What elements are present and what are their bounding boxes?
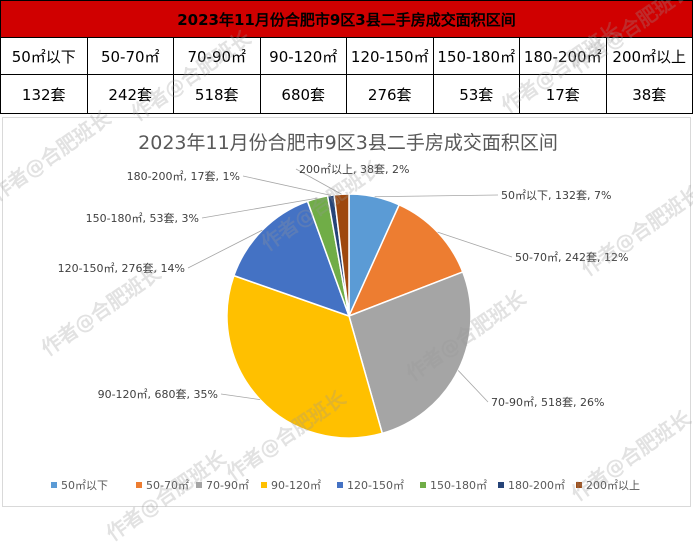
pie-slices: [226, 193, 472, 439]
data-label: 120-150㎡, 276套, 14%: [58, 262, 185, 275]
legend-swatch: [136, 482, 142, 488]
leader-line: [187, 229, 263, 269]
table-header-cell: 90-120㎡: [259, 37, 347, 75]
table-header-cell: 150-180㎡: [432, 37, 520, 75]
label-leader-lines: [187, 168, 513, 403]
chart-title: 2023年11月份合肥市9区3县二手房成交面积区间: [138, 132, 558, 154]
pie-slice: [226, 274, 384, 439]
leader-line: [242, 175, 331, 196]
summary-table: 2023年11月份合肥市9区3县二手房成交面积区间 50㎡以下 50-70㎡ 7…: [0, 0, 693, 114]
legend-item: 70-90㎡: [196, 479, 249, 492]
table-value-cell: 53套: [432, 74, 520, 114]
legend-label: 120-150㎡: [347, 479, 404, 492]
legend-item: 120-150㎡: [337, 479, 404, 492]
leader-line: [457, 370, 489, 403]
leader-line: [295, 168, 342, 195]
leader-line: [220, 393, 261, 400]
legend-swatch: [261, 482, 267, 488]
table-header-cell: 50-70㎡: [86, 37, 174, 75]
table-title: 2023年11月份合肥市9区3县二手房成交面积区间: [0, 0, 693, 38]
legend-swatch: [51, 482, 57, 488]
legend-item: 90-120㎡: [261, 479, 321, 492]
table-value-row: 132套 242套 518套 680套 276套 53套 17套 38套: [0, 74, 693, 114]
table-value-cell: 132套: [0, 74, 88, 114]
legend-item: 50-70㎡: [136, 479, 189, 492]
table-value-cell: 17套: [519, 74, 607, 114]
data-label: 70-90㎡, 518套, 26%: [491, 396, 604, 409]
summary-table-wrap: 2023年11月份合肥市9区3县二手房成交面积区间 50㎡以下 50-70㎡ 7…: [0, 0, 693, 114]
data-label: 50-70㎡, 242套, 12%: [515, 251, 628, 264]
pie-slice: [348, 270, 472, 435]
table-header-cell: 180-200㎡: [519, 37, 607, 75]
legend-label: 50㎡以下: [61, 479, 108, 492]
legend-swatch: [498, 482, 504, 488]
legend-swatch: [196, 482, 202, 488]
data-label: 150-180㎡, 53套, 3%: [86, 212, 199, 225]
data-label: 90-120㎡, 680套, 35%: [98, 388, 218, 401]
table-header-cell: 120-150㎡: [346, 37, 434, 75]
legend-item: 200㎡以上: [576, 479, 640, 492]
legend-label: 200㎡以上: [586, 479, 640, 492]
legend-swatch: [576, 482, 582, 488]
legend-label: 50-70㎡: [146, 479, 189, 492]
legend-label: 70-90㎡: [206, 479, 249, 492]
legend-swatch: [420, 482, 426, 488]
leader-line: [201, 197, 318, 219]
table-value-cell: 38套: [605, 74, 693, 114]
table-header-cell: 70-90㎡: [173, 37, 261, 75]
legend-label: 180-200㎡: [508, 479, 565, 492]
legend-item: 180-200㎡: [498, 479, 565, 492]
data-labels: 50㎡以下, 132套, 7% 50-70㎡, 242套, 12% 70-90㎡, …: [58, 163, 629, 409]
table-value-cell: 518套: [173, 74, 261, 114]
leader-line: [374, 194, 499, 198]
pie-slice: [347, 203, 464, 318]
leader-line: [437, 231, 513, 258]
legend-swatch: [337, 482, 343, 488]
legend-item: 150-180㎡: [420, 479, 487, 492]
pie-chart-panel: 2023年11月份合肥市9区3县二手房成交面积区间 50㎡以下, 132套, 7…: [2, 117, 691, 507]
legend-label: 150-180㎡: [430, 479, 487, 492]
pie-slice: [333, 193, 350, 317]
table-value-cell: 680套: [259, 74, 347, 114]
legend-label: 90-120㎡: [271, 479, 321, 492]
table-header-cell: 200㎡以上: [605, 37, 693, 75]
pie-chart: 2023年11月份合肥市9区3县二手房成交面积区间 50㎡以下, 132套, 7…: [51, 132, 640, 492]
legend-item: 50㎡以下: [51, 479, 108, 492]
table-value-cell: 276套: [346, 74, 434, 114]
data-label: 180-200㎡, 17套, 1%: [127, 170, 240, 183]
table-header-row: 50㎡以下 50-70㎡ 70-90㎡ 90-120㎡ 120-150㎡ 150…: [0, 37, 693, 75]
chart-legend: 50㎡以下 50-70㎡ 70-90㎡ 90-120㎡ 120-150㎡ 150-180㎡…: [51, 479, 640, 492]
data-label: 50㎡以下, 132套, 7%: [501, 189, 611, 202]
table-header-cell: 50㎡以下: [0, 37, 88, 75]
data-label: 200㎡以上, 38套, 2%: [299, 163, 409, 176]
table-value-cell: 242套: [86, 74, 174, 114]
